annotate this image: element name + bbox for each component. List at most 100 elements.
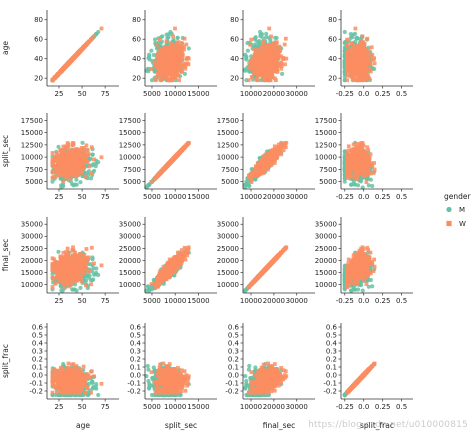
point-W xyxy=(350,51,355,55)
x-tick-label: 20000 xyxy=(263,90,285,98)
point-W xyxy=(61,66,66,71)
point-W xyxy=(156,54,161,59)
point-M xyxy=(280,71,285,76)
point-W xyxy=(85,153,89,157)
point-M xyxy=(149,78,155,83)
point-W xyxy=(269,53,274,57)
y-tick-label: 40 xyxy=(34,55,43,63)
point-W xyxy=(346,64,351,68)
point-W xyxy=(73,157,78,162)
point-W xyxy=(78,49,82,53)
point-W xyxy=(171,54,175,59)
point-W xyxy=(362,72,367,76)
point-W xyxy=(270,67,275,72)
point-W xyxy=(267,49,271,53)
point-W xyxy=(185,56,190,60)
point-W xyxy=(155,64,160,69)
point-W xyxy=(262,41,266,46)
point-W xyxy=(267,26,272,31)
point-W xyxy=(76,165,80,170)
point-W xyxy=(283,36,288,41)
point-W xyxy=(174,67,179,72)
point-W xyxy=(152,59,157,64)
x-tick-label: 10000 xyxy=(164,90,186,98)
x-tick-label: 75 xyxy=(101,193,110,201)
y-tick-label: 40 xyxy=(328,55,337,63)
point-M xyxy=(353,39,358,44)
point-W xyxy=(61,180,66,184)
point-W xyxy=(89,171,93,176)
point-W xyxy=(175,41,179,46)
y-tick-label: 10000 xyxy=(21,154,43,162)
point-W xyxy=(83,159,88,164)
point-W xyxy=(365,36,370,41)
point-W xyxy=(60,153,65,158)
point-W xyxy=(370,53,375,57)
y-tick-label: 80 xyxy=(132,16,141,24)
point-W xyxy=(178,60,183,65)
point-W xyxy=(66,61,71,66)
point-M xyxy=(96,29,101,35)
point-W xyxy=(351,61,356,66)
point-W xyxy=(179,50,184,55)
x-tick-label: 0.5 xyxy=(396,90,407,98)
point-M xyxy=(74,182,79,187)
point-W xyxy=(257,72,261,77)
point-W xyxy=(269,34,273,39)
point-W xyxy=(248,42,253,47)
point-W xyxy=(50,160,55,165)
point-W xyxy=(54,152,59,156)
x-tick-label: 30000 xyxy=(286,90,308,98)
point-W xyxy=(157,37,162,42)
x-tick-label: 15000 xyxy=(187,193,209,201)
x-tick-label: 5000 xyxy=(143,193,161,201)
y-tick-label: 40 xyxy=(230,55,239,63)
y-tick-label: 60 xyxy=(230,36,239,44)
y-tick-label: 20 xyxy=(328,75,337,83)
y-tick-label: 5000 xyxy=(25,178,43,186)
point-W xyxy=(87,164,92,169)
point-W xyxy=(61,161,66,166)
point-W xyxy=(345,50,349,54)
point-W xyxy=(171,34,175,39)
point-W xyxy=(186,62,191,67)
point-W xyxy=(158,51,163,55)
y-tick-label: 17500 xyxy=(119,117,141,125)
point-W xyxy=(51,170,55,175)
point-W xyxy=(360,34,365,39)
point-W xyxy=(177,78,181,83)
point-W xyxy=(85,41,89,46)
y-tick-label: 20 xyxy=(34,75,43,83)
point-W xyxy=(247,65,251,70)
y-tick-label: 17500 xyxy=(21,117,43,125)
x-tick-label: 50 xyxy=(78,90,87,98)
point-W xyxy=(176,73,181,78)
point-W xyxy=(366,57,371,61)
point-M xyxy=(264,35,269,40)
point-W xyxy=(265,56,270,60)
point-M xyxy=(243,52,248,57)
y-tick-label: 80 xyxy=(34,16,43,24)
point-W xyxy=(179,57,184,61)
point-W xyxy=(56,159,61,164)
point-M xyxy=(147,52,152,57)
point-W xyxy=(178,149,183,154)
point-W xyxy=(73,172,77,177)
point-W xyxy=(156,172,161,177)
point-W xyxy=(168,78,172,83)
point-W xyxy=(78,156,82,161)
x-tick-label: -0.25 xyxy=(336,90,354,98)
point-W xyxy=(362,41,367,46)
point-W xyxy=(269,56,274,61)
point-W xyxy=(173,26,177,31)
point-W xyxy=(182,64,187,68)
point-W xyxy=(66,166,71,170)
point-W xyxy=(348,59,352,64)
point-W xyxy=(253,68,258,73)
panel-split_sec-vs-final_sec: 10000 20000 300005000750010000125001500017… xyxy=(217,113,315,201)
point-M xyxy=(78,180,83,185)
y-tick-label: 20 xyxy=(230,75,239,83)
